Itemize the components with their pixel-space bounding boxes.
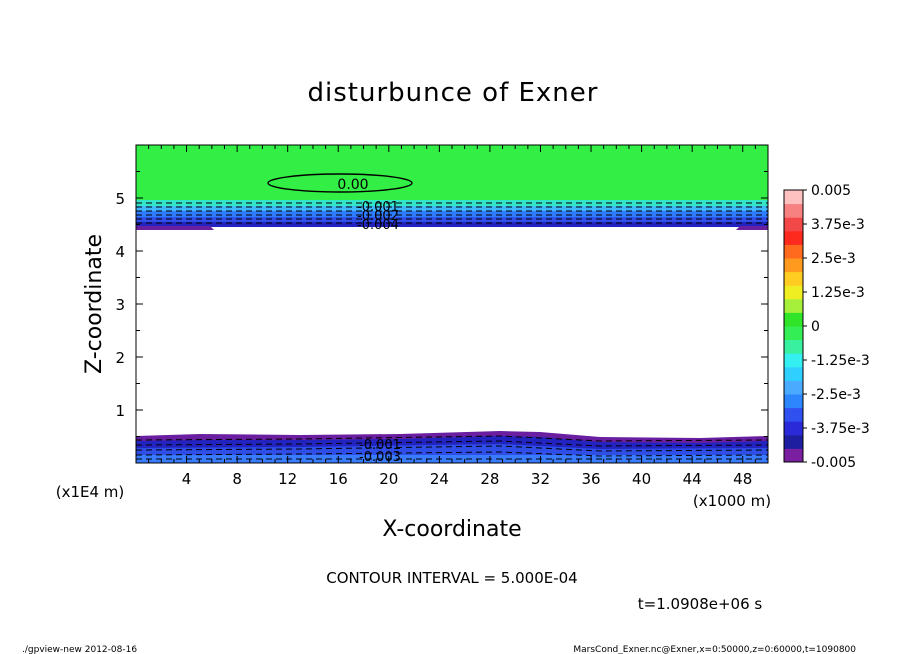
y-unit-label: (x1E4 m) [56, 483, 125, 501]
contour-label-lower-2: -0.003 [359, 450, 401, 465]
colorbar-swatch [784, 203, 803, 218]
x-tick-label: 44 [683, 470, 702, 488]
colorbar-swatch [784, 285, 803, 300]
upper-band-midblue [136, 217, 768, 223]
colorbar-swatch [784, 271, 803, 286]
x-tick-labels: 4 8 12 16 20 24 28 32 36 40 44 48 [182, 470, 752, 488]
footer-right: MarsCond_Exner.nc@Exner,x=0:50000,z=0:60… [573, 645, 856, 654]
colorbar-label: 1.25e-3 [811, 285, 865, 301]
colorbar-swatch [784, 258, 803, 273]
colorbar-label: 0 [811, 319, 820, 335]
colorbar-label: -1.25e-3 [811, 353, 870, 369]
y-axis-label: Z-coordinate [82, 234, 107, 374]
x-tick-label: 36 [581, 470, 600, 488]
x-tick-label: 48 [733, 470, 752, 488]
x-tick-label: 20 [379, 470, 398, 488]
colorbar-label: 3.75e-3 [811, 217, 865, 233]
x-tick-label: 12 [278, 470, 297, 488]
colorbar-swatch [784, 217, 803, 232]
colorbar-swatch [784, 421, 803, 436]
colorbar [784, 190, 803, 463]
x-tick-label: 24 [430, 470, 449, 488]
x-tick-label: 40 [632, 470, 651, 488]
colorbar-swatch [784, 298, 803, 313]
zero-label-bg [330, 176, 374, 190]
footer-left: ./gpview-new 2012-08-16 [22, 645, 137, 654]
y-tick-label: 1 [115, 402, 125, 420]
x-tick-label: 16 [329, 470, 348, 488]
colorbar-swatch [784, 394, 803, 409]
y-tick-label: 2 [115, 349, 125, 367]
colorbar-swatch [784, 230, 803, 245]
colorbar-label: 0.005 [811, 183, 851, 199]
colorbar-swatch [784, 339, 803, 354]
colorbar-labels: 0.005 3.75e-3 2.5e-3 1.25e-3 0 -1.25e-3 -2.5e-… [803, 183, 870, 471]
y-tick-labels: 1 2 3 4 5 [115, 190, 125, 420]
zero-contour-ellipse [267, 173, 413, 193]
contour-label-zero: 0.00 [337, 177, 368, 193]
y-tick-marks [136, 171, 768, 437]
chart-title: disturbunce of Exner [308, 78, 599, 108]
upper-dashed-contours [136, 202, 768, 224]
x-unit-label: (x1000 m) [693, 492, 771, 510]
colorbar-swatch [784, 244, 803, 259]
contour-label-upper-3: -0.004 [357, 218, 399, 233]
colorbar-swatch [784, 366, 803, 381]
contour-label-lower-1: -0.001 [359, 438, 401, 453]
colorbar-swatch [784, 448, 803, 463]
y-tick-label: 5 [115, 190, 125, 208]
colorbar-swatch [784, 326, 803, 341]
colorbar-swatch [784, 353, 803, 368]
contour-label-upper-1: -0.001 [357, 200, 399, 215]
x-tick-marks [148, 145, 756, 463]
colorbar-swatch [784, 407, 803, 422]
colorbar-label: 2.5e-3 [811, 251, 856, 267]
x-tick-label: 32 [531, 470, 550, 488]
colorbar-label: -2.5e-3 [811, 387, 861, 403]
colorbar-swatch [784, 380, 803, 395]
upper-green-region [136, 145, 768, 207]
x-tick-label: 8 [232, 470, 242, 488]
x-tick-label: 28 [480, 470, 499, 488]
contour-interval-text: CONTOUR INTERVAL = 5.000E-04 [326, 569, 577, 587]
colorbar-swatch [784, 312, 803, 327]
x-axis-label: X-coordinate [382, 517, 521, 542]
colorbar-swatch [784, 434, 803, 449]
x-tick-label: 4 [182, 470, 192, 488]
y-tick-label: 4 [115, 243, 125, 261]
time-label: t=1.0908e+06 s [638, 595, 763, 613]
upper-band-darkblue [136, 222, 768, 227]
upper-band-lightblue [136, 206, 768, 212]
upper-band-purple [136, 226, 768, 230]
y-tick-label: 3 [115, 296, 125, 314]
colorbar-swatch [784, 190, 803, 205]
colorbar-label: -0.005 [811, 455, 856, 471]
colorbar-label: -3.75e-3 [811, 421, 870, 437]
contour-label-upper-2: -0.002 [357, 209, 399, 224]
